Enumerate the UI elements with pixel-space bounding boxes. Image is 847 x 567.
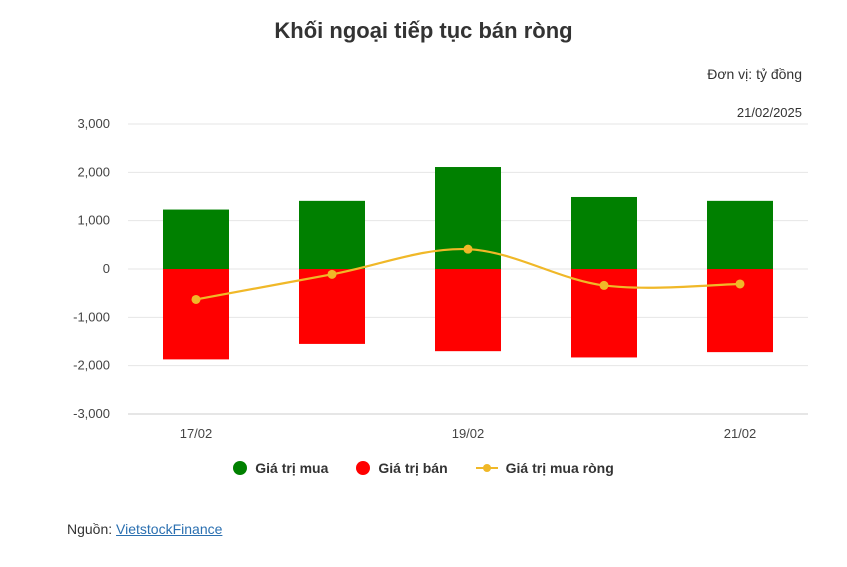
bar-buy (571, 196, 637, 269)
y-tick-label: -3,000 (73, 406, 110, 421)
legend-swatch-buy (233, 461, 248, 475)
chart-plot: 3,000 2,000 1,000 0 -1,000 -2,000 -3,000 17/02 1… (73, 116, 808, 441)
legend-label-sell: Giá trị bán (378, 460, 448, 476)
net-point (463, 244, 473, 254)
chart-title: Khối ngoại tiếp tục bán ròng (274, 18, 573, 43)
bar-buy (707, 200, 773, 269)
y-tick-label: -2,000 (73, 358, 110, 373)
net-point (599, 280, 609, 290)
legend-item-buy[interactable]: Giá trị mua (233, 460, 328, 476)
y-tick-label: -1,000 (73, 309, 110, 324)
y-tick-label: 2,000 (77, 164, 110, 179)
bar-buy (435, 167, 501, 269)
y-tick-label: 1,000 (77, 213, 110, 228)
legend-swatch-net (475, 461, 498, 475)
legend-label-buy: Giá trị mua (255, 460, 329, 476)
source-note: Nguồn: VietstockFinance (67, 521, 222, 537)
net-point (191, 294, 201, 304)
unit-label: Đơn vị: tỷ đồng (707, 66, 802, 82)
bar-buy (163, 209, 229, 269)
source-link[interactable]: VietstockFinance (116, 521, 223, 537)
bar-sell (163, 269, 229, 360)
net-point (327, 269, 337, 279)
chart-legend: Giá trị mua Giá trị bán Giá trị mua ròng (0, 460, 847, 476)
bar-sell (299, 269, 365, 344)
source-prefix: Nguồn: (67, 521, 117, 537)
legend-item-sell[interactable]: Giá trị bán (356, 460, 448, 476)
bar-buy (299, 200, 365, 269)
bar-sell (435, 269, 501, 352)
y-tick-label: 0 (103, 261, 110, 276)
date-label: 21/02/2025 (736, 105, 802, 120)
net-point (735, 279, 745, 289)
legend-label-net: Giá trị mua ròng (505, 460, 614, 476)
x-tick-label: 21/02 (724, 426, 757, 441)
legend-item-net[interactable]: Giá trị mua ròng (475, 460, 614, 476)
legend-swatch-sell (356, 461, 371, 475)
x-tick-label: 17/02 (180, 426, 213, 441)
y-tick-label: 3,000 (77, 116, 110, 131)
x-tick-label: 19/02 (452, 426, 485, 441)
